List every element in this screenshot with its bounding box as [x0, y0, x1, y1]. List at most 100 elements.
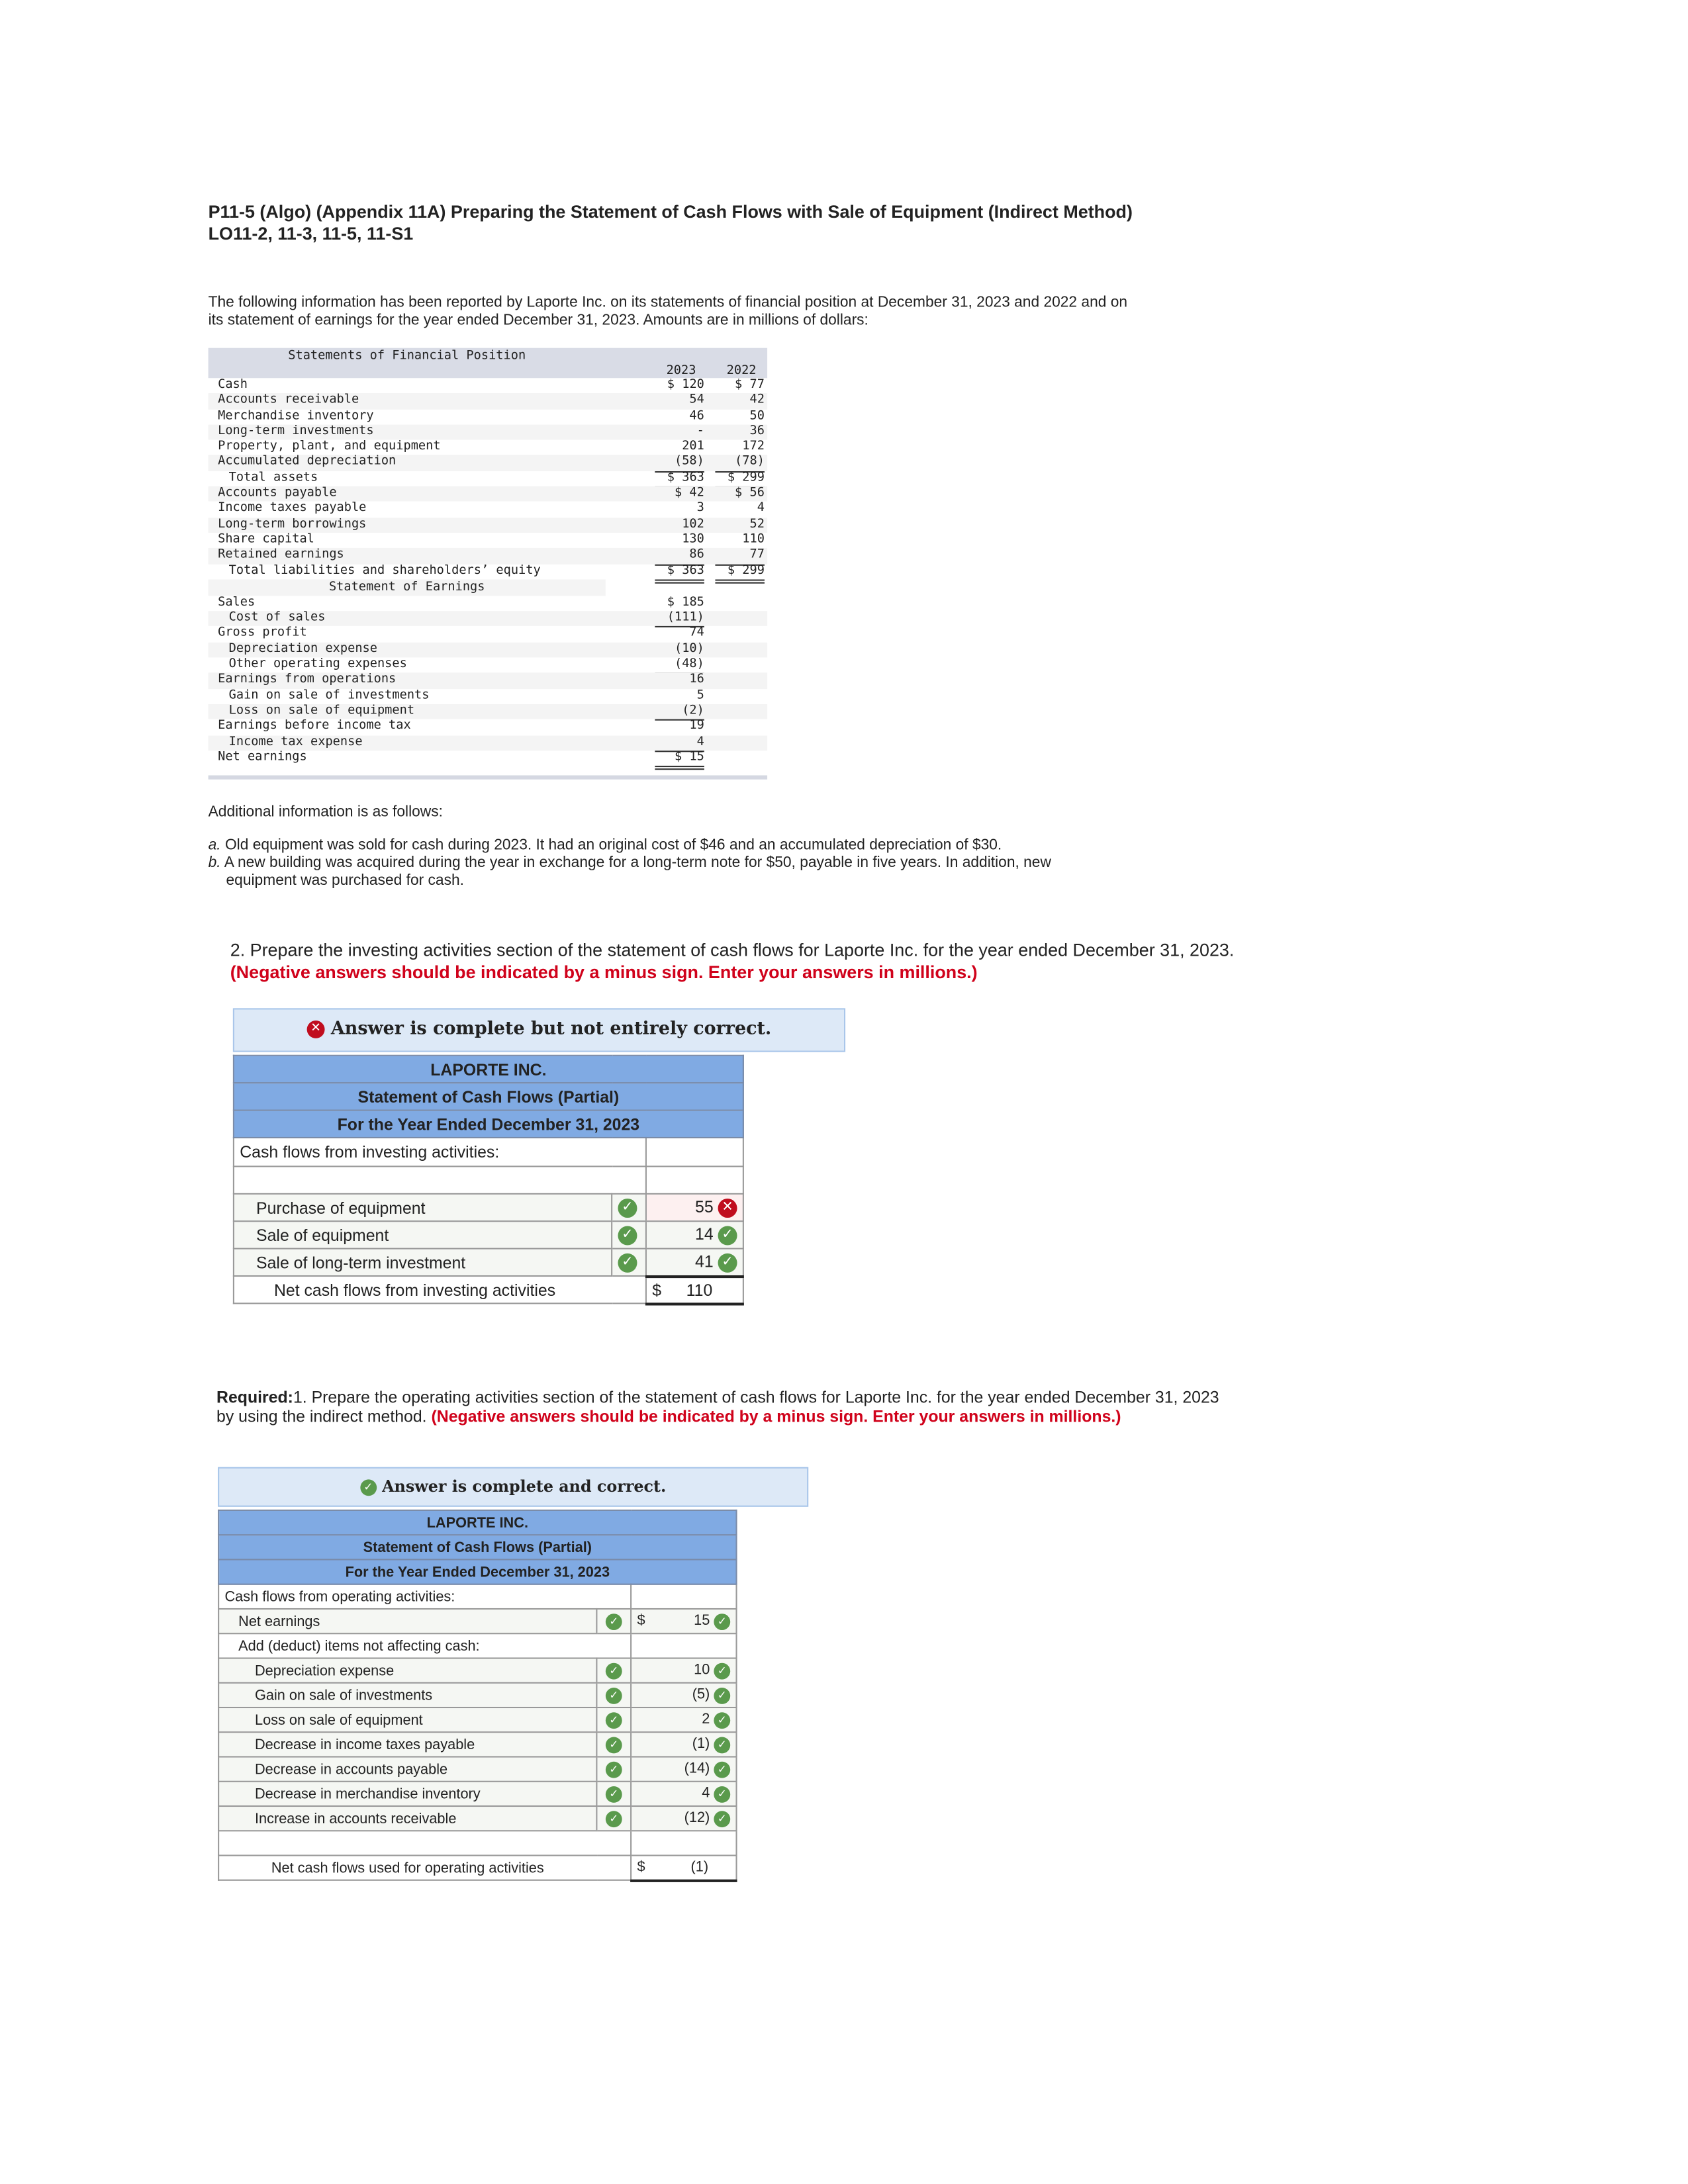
incorrect-icon: ✕	[306, 1021, 325, 1038]
row-label: Purchase of equipment	[232, 1193, 612, 1222]
financial-position-row: Accounts receivable 54 42	[208, 393, 768, 410]
row-label: Merchandise inventory	[218, 409, 374, 423]
row-label: Loss on sale of equipment	[218, 1706, 597, 1733]
correct-icon: ✓	[605, 1614, 622, 1631]
investing-row: Sale of long-term investment ✓ 41 ✓	[232, 1248, 744, 1277]
earnings-row: Gross profit 74	[209, 627, 767, 642]
correct-icon: ✓	[605, 1786, 622, 1803]
q2-result-banner: ✕ Answer is complete but not entirely co…	[232, 1008, 846, 1052]
row-label: Accumulated depreciation	[218, 455, 397, 469]
correct-icon: ✓	[714, 1662, 731, 1679]
row-label: Income tax expense	[228, 735, 363, 749]
value-2022: 77	[715, 548, 765, 565]
amount-input[interactable]: 14 ✓	[645, 1220, 744, 1250]
statement-period: For the Year Ended December 31, 2023	[218, 1559, 737, 1585]
financial-position-row: Accumulated depreciation (58) (78)	[208, 455, 768, 473]
company-name: LAPORTE INC.	[218, 1509, 737, 1536]
value-2023: $ 120	[667, 378, 704, 392]
investing-row: Sale of equipment ✓ 14 ✓	[232, 1220, 744, 1250]
earnings-row: Income tax expense 4	[208, 735, 768, 752]
row-label: Depreciation expense	[218, 1657, 597, 1684]
operating-row: Loss on sale of equipment ✓ 2 ✓	[218, 1706, 737, 1733]
value-2023: 54	[689, 393, 704, 408]
financial-position-row: Long-term investments - 36	[208, 424, 768, 440]
value-2023: 16	[689, 672, 704, 687]
question-2: 2. Prepare the investing activities sect…	[230, 939, 1235, 983]
earnings-row: Sales $ 185	[209, 596, 767, 611]
row-label: Decrease in merchandise inventory	[218, 1780, 597, 1807]
value-2023: (111)	[655, 611, 704, 628]
earnings-heading: Statement of Earnings	[208, 579, 606, 596]
correct-icon: ✓	[359, 1479, 377, 1496]
financial-position-row: Share capital 130 110	[209, 533, 767, 548]
amount-input[interactable]: 10 ✓	[630, 1657, 737, 1684]
financial-position-row: Retained earnings 86 77	[208, 548, 768, 565]
value-2023: 201	[682, 439, 704, 454]
operating-row: Increase in accounts receivable ✓ (12) ✓	[218, 1805, 737, 1832]
value-2022: (78)	[715, 455, 765, 473]
section-label: Cash flows from operating activities:	[218, 1583, 632, 1610]
operating-row: Decrease in income taxes payable ✓ (1) ✓	[218, 1731, 737, 1758]
row-label: Cost of sales	[228, 611, 326, 625]
value-2023: $ 15	[655, 751, 704, 770]
value-2023: (2)	[655, 704, 704, 721]
amount-input[interactable]: (1) ✓	[630, 1731, 737, 1758]
earnings-row: Other operating expenses (48)	[209, 657, 767, 675]
company-name: LAPORTE INC.	[232, 1054, 744, 1084]
row-label: Decrease in income taxes payable	[218, 1731, 597, 1758]
correct-icon: ✓	[718, 1253, 737, 1273]
row-label: Long-term borrowings	[218, 517, 367, 531]
financial-position-row: Merchandise inventory 46 50	[209, 409, 767, 424]
col-2022: 2022	[726, 364, 757, 379]
value-2022: $ 77	[735, 378, 765, 392]
amount-input[interactable]: 2 ✓	[630, 1706, 737, 1733]
row-label: Accounts payable	[218, 486, 337, 500]
intro-text: The following information has been repor…	[208, 295, 1128, 329]
earnings-row: Earnings before income tax 19	[209, 719, 767, 735]
row-label: Sale of equipment	[232, 1220, 612, 1250]
correct-icon: ✓	[714, 1613, 731, 1630]
problem-title: P11-5 (Algo) (Appendix 11A) Preparing th…	[208, 201, 1133, 244]
row-label: Accounts receivable	[218, 393, 359, 408]
value-2022: 50	[749, 409, 765, 423]
value-2023: $ 363	[655, 564, 704, 584]
amount-input[interactable]: 55 ✕	[645, 1193, 744, 1222]
total-value: $110	[645, 1274, 744, 1305]
amount-input[interactable]: 41 ✓	[645, 1248, 744, 1277]
additional-b: b. A new building was acquired during th…	[208, 854, 1051, 889]
earnings-row: Loss on sale of equipment (2)	[208, 704, 768, 721]
financial-position-row: Property, plant, and equipment 201 172	[209, 440, 767, 455]
correct-icon: ✓	[605, 1737, 622, 1754]
amount-input[interactable]: (14) ✓	[630, 1756, 737, 1782]
row-label: Retained earnings	[218, 548, 344, 563]
row-label: Other operating expenses	[228, 657, 407, 672]
statement-name: Statement of Cash Flows (Partial)	[232, 1082, 744, 1111]
amount-input[interactable]: (12) ✓	[630, 1805, 737, 1832]
amount-input[interactable]: (5) ✓	[630, 1682, 737, 1709]
total-label: Net cash flows from investing activities	[232, 1275, 612, 1304]
value-2023: (48)	[655, 658, 704, 675]
row-label: Income taxes payable	[218, 502, 367, 516]
row-label: Property, plant, and equipment	[218, 439, 441, 454]
row-label: Earnings before income tax	[218, 719, 411, 733]
financial-position-row: Total assets $ 363 $ 299	[209, 471, 767, 491]
amount-input[interactable]: 4 ✓	[630, 1780, 737, 1807]
correct-icon: ✓	[714, 1760, 731, 1778]
net-earnings-input[interactable]: $15 ✓	[630, 1608, 737, 1635]
value-2022: 36	[749, 424, 765, 439]
row-label: Share capital	[218, 533, 314, 547]
row-label: Total assets	[228, 471, 318, 485]
value-2022: $ 299	[715, 564, 765, 584]
value-2023: 130	[682, 533, 704, 547]
earnings-row: Gain on sale of investments 5	[209, 688, 767, 704]
value-2023: 4	[655, 735, 704, 752]
value-2022: 42	[749, 393, 765, 408]
adjust-label: Add (deduct) items not affecting cash:	[218, 1633, 632, 1659]
correct-icon: ✓	[718, 1226, 737, 1246]
additional-a: a. Old equipment was sold for cash durin…	[208, 837, 1002, 854]
value-2023: 102	[682, 517, 704, 531]
correct-icon: ✓	[714, 1810, 731, 1827]
row-label: Gross profit	[218, 626, 307, 641]
value-2023: 74	[689, 626, 704, 641]
correct-icon: ✓	[618, 1253, 637, 1273]
